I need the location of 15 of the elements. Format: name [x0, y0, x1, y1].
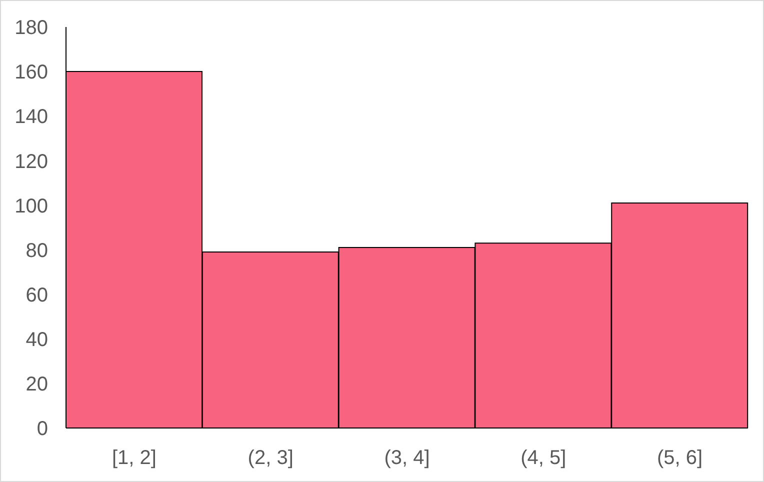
y-tick-label: 60: [26, 284, 48, 306]
x-tick-label: [1, 2]: [112, 447, 156, 470]
y-tick-label: 140: [14, 106, 48, 128]
y-tick-label: 180: [14, 17, 48, 40]
y-tick-label: 160: [14, 62, 48, 84]
y-tick-label: 40: [26, 328, 48, 351]
y-tick-label: 80: [26, 240, 48, 262]
y-tick-label: 0: [36, 418, 48, 440]
x-tick-label: (3, 4]: [384, 447, 430, 470]
y-tick-label: 120: [14, 150, 48, 173]
x-tick-label: (5, 6]: [657, 447, 703, 470]
y-tick-label: 20: [26, 374, 48, 396]
y-tick-label: 100: [14, 195, 48, 218]
x-tick-label: (4, 5]: [520, 447, 566, 470]
x-tick-label: (2, 3]: [248, 447, 294, 470]
